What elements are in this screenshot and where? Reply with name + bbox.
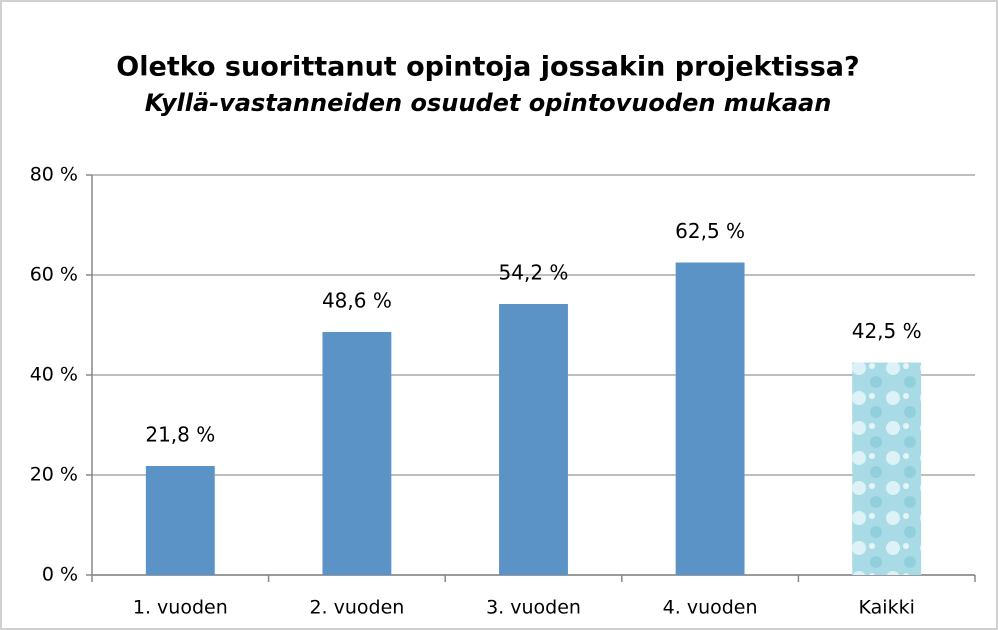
value-label: 42,5 % — [852, 319, 922, 343]
x-tick-label: 4. vuoden — [663, 597, 758, 619]
y-tick-label: 60 % — [30, 264, 78, 286]
chart-subtitle: Kyllä-vastanneiden osuudet opintovuoden … — [145, 89, 832, 117]
bar-texture — [852, 362, 922, 575]
bar — [499, 304, 568, 575]
y-tick-label: 80 % — [30, 164, 78, 186]
value-label: 62,5 % — [675, 219, 745, 243]
x-tick-label: Kaikki — [859, 597, 915, 619]
bar — [322, 332, 392, 575]
chart-title: Oletko suorittanut opintoja jossakin pro… — [116, 52, 859, 83]
y-tick-label: 40 % — [30, 364, 78, 386]
x-tick-label: 3. vuoden — [486, 597, 581, 619]
y-tick-label: 0 % — [42, 564, 78, 586]
value-label: 21,8 % — [145, 423, 215, 447]
bar — [675, 262, 745, 575]
x-tick-label: 1. vuoden — [133, 597, 228, 619]
value-label: 48,6 % — [322, 289, 392, 313]
bar — [145, 466, 215, 575]
x-tick-label: 2. vuoden — [309, 597, 404, 619]
y-tick-label: 20 % — [30, 464, 78, 486]
value-label: 54,2 % — [499, 261, 569, 285]
